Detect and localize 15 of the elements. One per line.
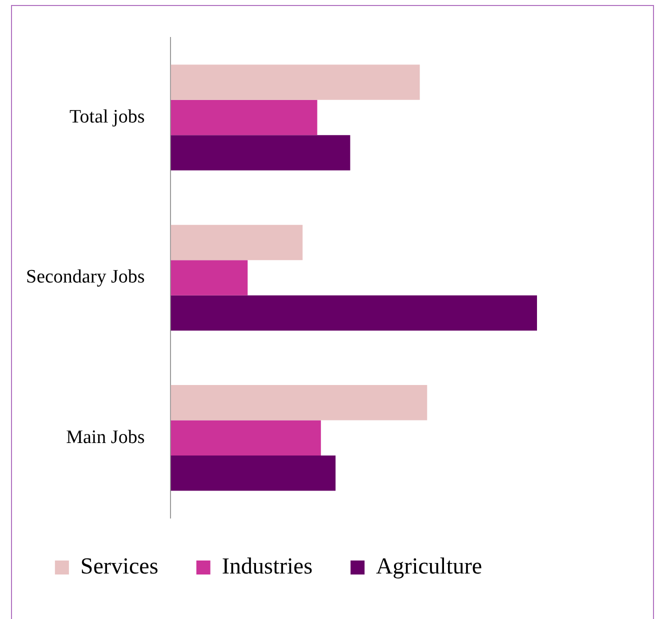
legend-label: Services (80, 554, 158, 579)
bar (170, 64, 420, 100)
bar (170, 135, 350, 170)
bar (170, 456, 336, 491)
y-tick-label: Secondary Jobs (26, 266, 145, 288)
bar (170, 260, 248, 296)
bar (170, 295, 537, 331)
y-tick-label: Main Jobs (66, 426, 145, 448)
legend-label: Industries (222, 554, 313, 579)
bar (170, 100, 318, 136)
bar (170, 385, 428, 420)
legend-label: Agriculture (376, 554, 482, 579)
bar (170, 420, 321, 456)
bar (170, 224, 303, 260)
y-tick-label: Total jobs (70, 106, 145, 128)
